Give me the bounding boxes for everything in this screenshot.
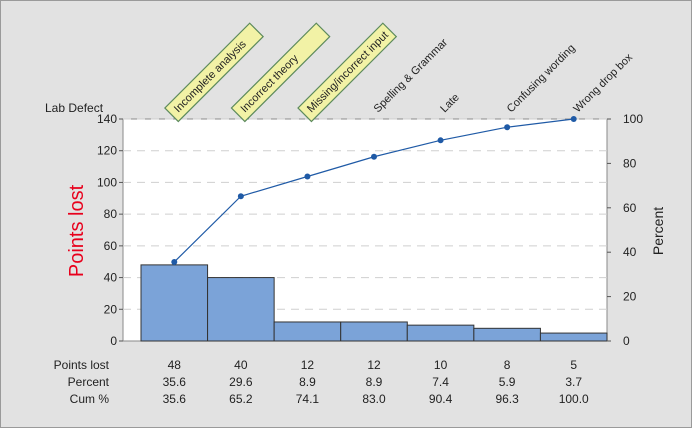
y-tick-label: 80 bbox=[104, 207, 118, 221]
y-tick-label: 0 bbox=[110, 334, 117, 348]
y-tick-label: 40 bbox=[104, 271, 118, 285]
table-cell: 7.4 bbox=[432, 375, 449, 389]
table-cell: 35.6 bbox=[163, 375, 187, 389]
table-row-label: Points lost bbox=[54, 358, 110, 372]
cumulative-point bbox=[171, 258, 178, 265]
y-axis-tick-labels: 0 20 40 60 80 100 120 140 bbox=[97, 112, 123, 348]
category-label: Late bbox=[438, 91, 462, 115]
table-cell: 83.0 bbox=[362, 392, 386, 406]
table-cell: 48 bbox=[168, 358, 182, 372]
y-axis-title: Points lost bbox=[66, 184, 88, 277]
table-cell: 8.9 bbox=[299, 375, 316, 389]
category-label: Wrong drop box bbox=[571, 51, 635, 115]
cumulative-point bbox=[371, 153, 377, 160]
cumulative-point bbox=[237, 193, 244, 200]
bar bbox=[539, 332, 608, 342]
cumulative-point bbox=[437, 137, 444, 144]
bar bbox=[273, 321, 342, 342]
table-cell: 35.6 bbox=[163, 392, 187, 406]
y-tick-label: 20 bbox=[104, 302, 118, 316]
y-tick-label: 60 bbox=[104, 239, 118, 253]
table-cell: 12 bbox=[301, 358, 315, 372]
table-cell: 29.6 bbox=[229, 375, 253, 389]
bars bbox=[140, 264, 608, 342]
y-tick-label: 140 bbox=[97, 112, 117, 126]
category-label: Incorrect theory bbox=[238, 52, 301, 115]
value-table: Points lost 48 40 12 12 10 8 5 Percent 35.6 29.6 8.… bbox=[54, 358, 589, 406]
y-tick-label: 100 bbox=[97, 175, 117, 189]
y-tick-label: 120 bbox=[97, 144, 117, 158]
table-row-label: Percent bbox=[68, 375, 110, 389]
table-cell: 5 bbox=[570, 358, 577, 372]
table-cell: 74.1 bbox=[296, 392, 320, 406]
bar bbox=[207, 277, 275, 342]
table-cell: 5.9 bbox=[499, 375, 516, 389]
bar bbox=[473, 327, 541, 342]
bar bbox=[406, 324, 475, 342]
table-cell: 12 bbox=[367, 358, 381, 372]
cumulative-point bbox=[504, 124, 511, 131]
y2-tick-label: 40 bbox=[623, 245, 637, 259]
table-cell: 100.0 bbox=[559, 392, 589, 406]
bar bbox=[140, 264, 209, 342]
y2-tick-label: 60 bbox=[623, 201, 637, 215]
table-row-label: Cum % bbox=[70, 392, 110, 406]
y2-tick-label: 0 bbox=[623, 334, 630, 348]
y2-axis-tick-labels: 0 20 40 60 80 100 bbox=[607, 112, 643, 348]
table-cell: 8.9 bbox=[366, 375, 383, 389]
label-box bbox=[230, 22, 331, 123]
table-cell: 65.2 bbox=[229, 392, 253, 406]
table-cell: 3.7 bbox=[565, 375, 582, 389]
label-box bbox=[164, 22, 264, 123]
cumulative-point bbox=[570, 116, 577, 122]
gridlines bbox=[123, 118, 607, 310]
table-cell: 40 bbox=[234, 358, 248, 372]
table-cell: 96.3 bbox=[495, 392, 519, 406]
table-cell: 10 bbox=[434, 358, 448, 372]
category-label: Confusing wording bbox=[505, 42, 578, 115]
cumulative-point bbox=[304, 173, 311, 180]
y2-tick-label: 100 bbox=[623, 112, 643, 126]
table-cell: 8 bbox=[504, 358, 511, 372]
y2-axis-title: Percent bbox=[650, 207, 666, 255]
y2-tick-label: 80 bbox=[623, 156, 637, 170]
cumulative-points bbox=[171, 116, 577, 265]
category-axis-title: Lab Defect bbox=[45, 101, 104, 115]
table-cell: 90.4 bbox=[429, 392, 453, 406]
y2-tick-label: 20 bbox=[623, 290, 637, 304]
bar bbox=[340, 321, 408, 342]
label-box bbox=[297, 22, 398, 123]
